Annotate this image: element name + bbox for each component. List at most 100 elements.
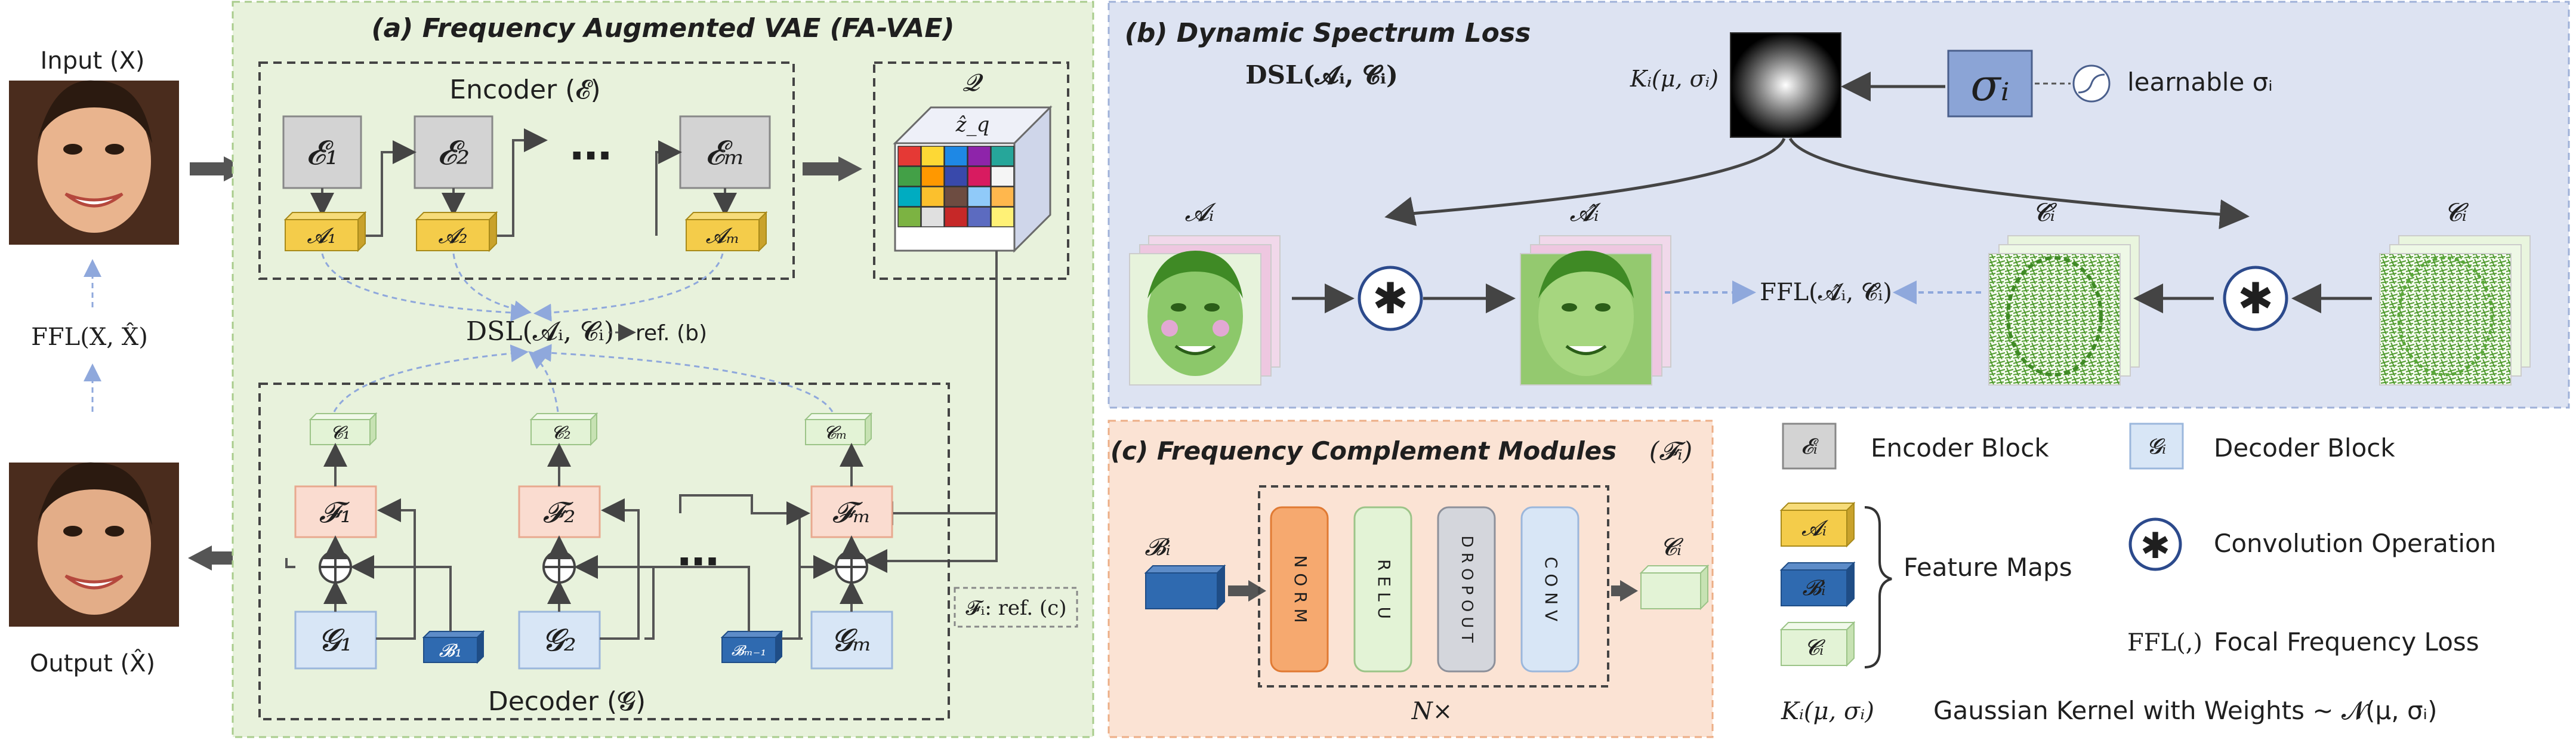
a-label: 𝓐ᵢ <box>1184 198 1216 227</box>
svg-text:𝓒₂: 𝓒₂ <box>551 423 570 443</box>
output-label: Output (X̂) <box>30 649 155 677</box>
svg-text:𝓐ₘ: 𝓐ₘ <box>706 224 740 248</box>
g-block-1: 𝓖₁ <box>294 611 377 670</box>
a-hat-label: 𝓐̂ᵢ <box>1569 198 1601 227</box>
ffl-feature-label: FFL(𝓐̂ᵢ, 𝓒̂ᵢ) <box>1760 279 1892 306</box>
svg-text:𝓕₂: 𝓕₂ <box>543 496 576 529</box>
codebook-cell <box>944 186 968 207</box>
codebook-cell <box>897 206 921 227</box>
svg-text:𝓔ᵢ: 𝓔ᵢ <box>1801 434 1819 459</box>
legend: 𝓔ᵢ Encoder Block 𝓖ᵢ Decoder Block 𝓐ᵢ 𝓑ᵢ … <box>1779 423 2496 725</box>
svg-text:𝓑ᵢ: 𝓑ᵢ <box>1803 576 1826 600</box>
sigma-box <box>1947 50 2033 118</box>
gaussian-kernel <box>1730 32 1841 138</box>
codebook-cell <box>944 206 968 227</box>
feature-a1: 𝓐₁ <box>283 211 367 252</box>
feature-am: 𝓐ₘ <box>684 211 768 252</box>
svg-text:Encoder Block: Encoder Block <box>1871 433 2049 463</box>
codebook-cell <box>991 146 1014 167</box>
svg-text:𝓒ₘ: 𝓒ₘ <box>823 423 847 443</box>
panel-c-title-symbol: (𝓕ᵢ) <box>1649 436 1692 466</box>
svg-text:𝓔ₘ: 𝓔ₘ <box>705 134 745 172</box>
svg-text:𝓐ᵢ: 𝓐ᵢ <box>1801 516 1829 541</box>
codebook-cell <box>897 186 921 207</box>
svg-text:✱: ✱ <box>1372 273 1408 323</box>
encoder-block-1: 𝓔₁ <box>282 115 362 189</box>
fcm-input-cube <box>1144 564 1226 611</box>
layer-relu: R E L U <box>1353 506 1412 673</box>
svg-text:𝓕ₘ: 𝓕ₘ <box>832 496 871 529</box>
svg-text:✱: ✱ <box>2238 273 2273 323</box>
layer-norm: N O R M <box>1270 506 1329 673</box>
encoder-block-2: 𝓔₂ <box>414 115 493 189</box>
output-face-image <box>9 462 179 627</box>
legend-ffl: FFL(,) Focal Frequency Loss <box>2127 627 2479 656</box>
c-hat-feature-stack <box>1988 235 2140 386</box>
b-block-1: 𝓑₁ <box>422 630 485 664</box>
quantizer-box <box>873 61 1069 280</box>
panel-c-title: (c) Frequency Complement Modules <box>1110 436 1616 466</box>
sigma-symbol: σᵢ <box>1970 60 2009 111</box>
svg-text:𝓕₁: 𝓕₁ <box>319 496 352 529</box>
svg-text:𝓖₂: 𝓖₂ <box>542 622 576 658</box>
encoder-box <box>258 61 795 280</box>
codebook-grid <box>897 146 1014 227</box>
f-block-2: 𝓕₂ <box>518 485 601 538</box>
svg-text:𝓔₁: 𝓔₁ <box>306 134 339 172</box>
layer-dropout: D R O P O U T <box>1437 506 1496 673</box>
legend-decoder-block: 𝓖ᵢ Decoder Block <box>2129 423 2395 470</box>
z-q-label: ẑ_q <box>955 113 990 137</box>
ffl-image-label: FFL(X, X̂) <box>31 323 148 351</box>
legend-feature-b: 𝓑ᵢ <box>1779 561 1856 608</box>
c-feature-stack <box>2379 235 2531 386</box>
decoder-dots: ⋯ <box>677 537 719 586</box>
input-section: Input (X) <box>9 47 179 245</box>
svg-text:Convolution Operation: Convolution Operation <box>2214 529 2496 558</box>
dsl-label: DSL(𝓐ᵢ, 𝓒ᵢ) <box>466 316 614 347</box>
encoder-label: Encoder (𝓔) <box>449 75 600 105</box>
encoder-block-m: 𝓔ₘ <box>679 115 771 189</box>
c-label: 𝓒ᵢ <box>2444 198 2469 227</box>
fcm-output-label: 𝓒ᵢ <box>1660 534 1684 561</box>
fcm-repeat: N× <box>1411 698 1453 725</box>
codebook-cell <box>897 146 921 167</box>
output-section: Output (X̂) <box>9 462 179 677</box>
codebook-cell <box>921 146 945 167</box>
learnable-sigma: learnable σᵢ <box>2127 67 2273 97</box>
encoder-dots: ⋯ <box>570 131 612 180</box>
legend-feature-c: 𝓒ᵢ <box>1779 621 1856 667</box>
a-feature-stack <box>1129 235 1281 386</box>
c-block-m: 𝓒ₘ <box>804 412 873 446</box>
codebook-cell <box>991 206 1014 227</box>
svg-text:𝓖₁: 𝓖₁ <box>318 622 352 658</box>
g-block-m: 𝓖ₘ <box>810 611 893 670</box>
svg-text:D R O P O U T: D R O P O U T <box>1458 535 1476 642</box>
layer-conv: C O N V <box>1520 506 1579 673</box>
svg-text:C O N V: C O N V <box>1541 557 1561 621</box>
codebook-cell <box>921 166 945 187</box>
fcm-output-cube <box>1639 564 1710 611</box>
svg-text:R E L U: R E L U <box>1374 559 1394 619</box>
svg-text:𝓖ₘ: 𝓖ₘ <box>831 622 872 658</box>
svg-text:𝓒ᵢ: 𝓒ᵢ <box>1804 636 1826 660</box>
panel-a-title: (a) Frequency Augmented VAE (FA-VAE) <box>371 13 954 44</box>
legend-kernel: Kᵢ(μ, σᵢ) Gaussian Kernel with Weights ∼… <box>1781 696 2437 725</box>
f-block-m: 𝓕ₘ <box>810 485 893 538</box>
legend-brace <box>1864 506 1892 668</box>
svg-text:✱: ✱ <box>2140 525 2170 567</box>
legend-feature-a: 𝓐ᵢ <box>1779 501 1856 548</box>
c-block-1: 𝓒₁ <box>308 412 378 446</box>
fi-ref: 𝓕ᵢ: ref. (c) <box>965 596 1066 620</box>
kernel-label: Kᵢ(μ, σᵢ) <box>1630 66 1719 92</box>
codebook-cell <box>921 186 945 207</box>
codebook-cell <box>944 166 968 187</box>
svg-text:𝓖ᵢ: 𝓖ᵢ <box>2147 434 2167 459</box>
fi-ref-box <box>954 587 1078 628</box>
dsl-ref: ref. (b) <box>635 321 707 346</box>
ffl-output-section: FFL(X, X̂) <box>31 259 148 412</box>
svg-text:𝓑ₘ₋₁: 𝓑ₘ₋₁ <box>732 642 766 659</box>
quantizer-cube <box>893 105 1053 253</box>
panel-b-title: (b) Dynamic Spectrum Loss <box>1125 18 1531 48</box>
codebook-cell <box>967 206 991 227</box>
